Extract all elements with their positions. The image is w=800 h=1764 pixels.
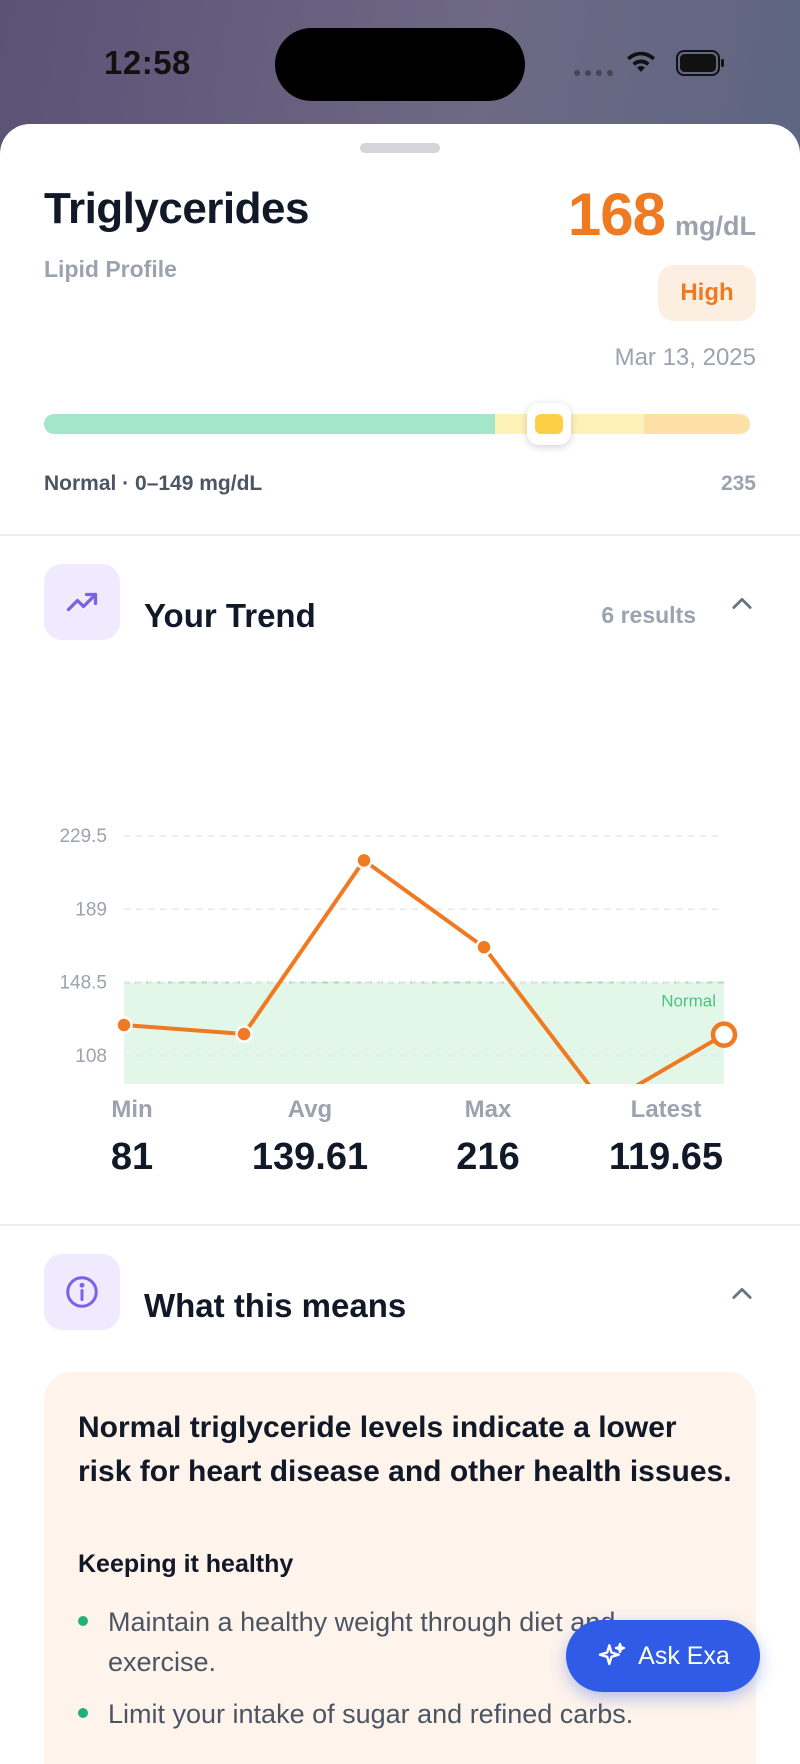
info-icon-box xyxy=(44,1254,120,1330)
trend-icon-box xyxy=(44,564,120,640)
divider xyxy=(0,534,800,536)
status-time: 12:58 xyxy=(104,44,191,81)
y-tick-label: 189 xyxy=(75,899,107,920)
current-value: 168 xyxy=(567,181,666,248)
cellular-signal-icon xyxy=(574,70,613,76)
stat-avg: Avg 139.61 xyxy=(220,1096,400,1179)
data-point xyxy=(475,938,493,956)
data-point xyxy=(355,851,373,870)
bullet-dot xyxy=(78,1616,88,1626)
range-max-label: 235 xyxy=(720,472,756,495)
info-icon xyxy=(66,1276,98,1308)
trend-section-title[interactable]: Your Trend xyxy=(144,597,316,634)
ask-exa-label: Ask Exa xyxy=(638,1641,730,1670)
detail-sheet: Triglycerides Lipid Profile 168 mg/dL Hi… xyxy=(0,124,800,1764)
meaning-card: Normal triglyceride levels indicate a lo… xyxy=(44,1372,756,1764)
current-value-display: 168 mg/dL xyxy=(568,180,756,249)
sparkle-icon xyxy=(598,1642,626,1666)
stat-value: 216 xyxy=(456,1136,520,1178)
page-title: Triglycerides xyxy=(44,184,309,233)
trend-up-icon xyxy=(66,592,98,612)
stat-min: Min 81 xyxy=(42,1096,222,1179)
meaning-subheading: Keeping it healthy xyxy=(78,1550,294,1578)
value-unit: mg/dL xyxy=(675,211,756,241)
y-tick-label: 229.5 xyxy=(59,826,107,847)
bullet-text: Limit your intake of sugar and refined c… xyxy=(108,1699,634,1729)
status-bar: 12:58 xyxy=(0,0,800,125)
range-bar xyxy=(44,414,750,434)
status-badge: High xyxy=(658,265,756,321)
stat-max: Max 216 xyxy=(398,1096,578,1179)
stat-value: 119.65 xyxy=(608,1136,724,1178)
y-tick-label: 108 xyxy=(75,1046,107,1067)
results-count: 6 results xyxy=(601,602,696,628)
stat-value: 139.61 xyxy=(251,1136,369,1178)
range-marker xyxy=(526,403,571,445)
range-segment-normal xyxy=(44,414,495,434)
chevron-up-icon[interactable] xyxy=(728,590,756,618)
list-item: Maintain a healthy weight through diet a… xyxy=(78,1602,718,1682)
stat-label: Avg xyxy=(287,1096,333,1123)
battery-icon xyxy=(676,50,724,76)
normal-band-label: Normal xyxy=(661,992,716,1011)
meaning-lead: Normal triglyceride levels indicate a lo… xyxy=(78,1411,732,1488)
data-point xyxy=(235,1025,253,1043)
stat-value: 81 xyxy=(110,1136,154,1178)
chevron-up-icon[interactable] xyxy=(728,1280,756,1308)
range-label: Normal · 0–149 mg/dL xyxy=(44,472,263,495)
stat-label: Latest xyxy=(630,1096,702,1123)
list-item: Limit your intake of sugar and refined c… xyxy=(78,1694,718,1734)
dynamic-island xyxy=(275,28,525,101)
meaning-section-title[interactable]: What this means xyxy=(144,1287,407,1324)
ask-exa-button[interactable]: Ask Exa xyxy=(566,1620,760,1692)
bullet-dot xyxy=(78,1708,88,1718)
stat-label: Max xyxy=(464,1096,512,1123)
range-segment-high xyxy=(644,414,750,434)
page-subtitle: Lipid Profile xyxy=(44,256,177,282)
stat-latest: Latest 119.65 xyxy=(576,1096,756,1179)
latest-data-point xyxy=(710,1021,738,1048)
wifi-icon xyxy=(627,51,655,72)
data-point xyxy=(115,1016,133,1034)
sheet-grabber[interactable] xyxy=(360,143,440,153)
trend-line xyxy=(122,858,726,1084)
bullet-text: Maintain a healthy weight through diet a… xyxy=(108,1607,616,1677)
y-tick-label: 148.5 xyxy=(59,973,107,994)
result-date: Mar 13, 2025 xyxy=(614,344,756,371)
divider xyxy=(0,1224,800,1226)
stat-label: Min xyxy=(111,1096,153,1123)
